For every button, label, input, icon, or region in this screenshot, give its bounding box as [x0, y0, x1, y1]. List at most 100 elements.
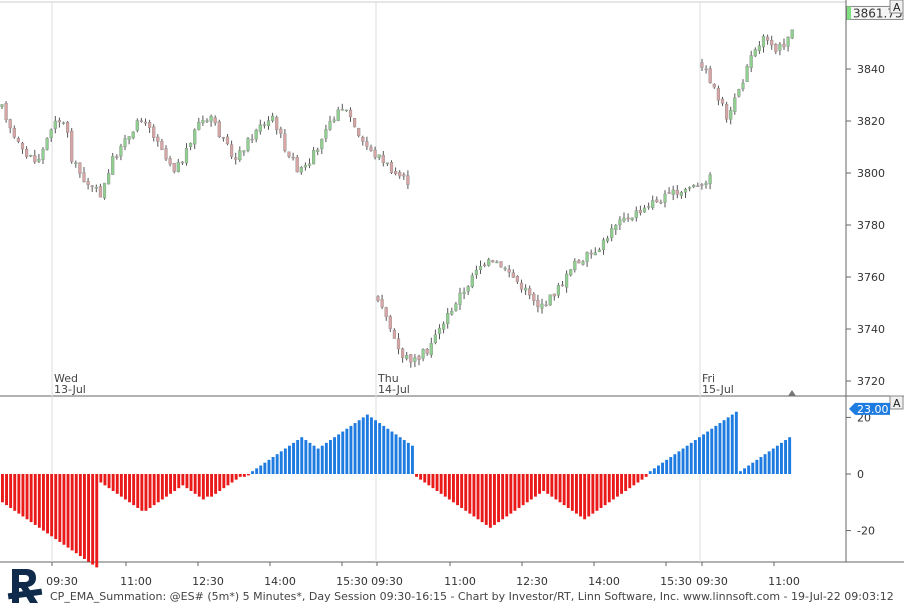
candle-body-82	[336, 109, 340, 121]
candle-body-162	[630, 217, 634, 220]
price-tick-label-5: 3820	[857, 115, 885, 128]
osc-bar-73	[300, 437, 304, 474]
osc-bar-172	[706, 431, 710, 474]
candle-body-147	[569, 269, 573, 276]
osc-bar-45	[185, 474, 189, 489]
osc-bar-98	[402, 440, 406, 474]
osc-bar-175	[718, 423, 722, 474]
osc-bar-109	[447, 474, 451, 500]
osc-bar-171	[702, 434, 705, 474]
osc-bar-132	[542, 474, 546, 491]
osc-bar-54	[222, 474, 226, 489]
osc-bar-22	[91, 474, 95, 565]
candle-body-39	[160, 140, 164, 151]
candle-body-29	[119, 145, 123, 157]
osc-bar-90	[370, 417, 373, 474]
candle-body-59	[242, 150, 246, 153]
candle-body-189	[729, 109, 733, 120]
osc-bar-140	[575, 474, 578, 514]
osc-bar-161	[661, 462, 664, 474]
candle-body-3	[12, 128, 16, 138]
candle-body-142	[548, 294, 552, 306]
osc-bar-146	[599, 474, 603, 508]
osc-bar-100	[411, 445, 414, 474]
candle-body-195	[753, 49, 757, 57]
candle-body-58	[238, 150, 242, 161]
osc-bar-48	[197, 474, 201, 497]
osc-bar-173	[710, 428, 714, 474]
candle-body-200	[774, 43, 778, 52]
candle-body-112	[425, 348, 429, 354]
candle-body-55	[225, 136, 230, 145]
candle-body-187	[720, 98, 725, 104]
candle-body-9	[37, 158, 41, 162]
candle-body-13	[53, 120, 57, 129]
candle-body-45	[184, 148, 189, 164]
candle-body-165	[642, 207, 647, 213]
time-label-10: 09:30	[696, 575, 728, 588]
osc-bar-43	[177, 474, 181, 489]
osc-bar-125	[513, 474, 517, 511]
osc-bar-164	[673, 454, 677, 474]
candle-body-28	[115, 156, 119, 158]
candle-body-49	[201, 120, 205, 124]
osc-bar-137	[562, 474, 566, 506]
candle-body-80	[328, 121, 332, 130]
day-label-2: Fri	[702, 372, 715, 385]
osc-bar-178	[730, 414, 734, 474]
candle-body-86	[353, 118, 357, 128]
candle-body-204	[790, 29, 794, 39]
date-label-0: 13-Jul	[54, 383, 86, 396]
osc-bar-95	[390, 431, 394, 474]
osc-bar-10	[42, 474, 45, 531]
candle-body-12	[49, 129, 53, 138]
osc-bar-15	[62, 474, 66, 545]
price-tick-label-0: 3720	[857, 375, 885, 388]
candle-body-126	[483, 264, 487, 267]
osc-bar-145	[595, 474, 599, 511]
candle-body-94	[385, 162, 389, 165]
osc-bar-123	[505, 474, 509, 517]
candle-body-34	[139, 120, 143, 122]
candle-body-194	[749, 55, 753, 68]
osc-bar-30	[124, 474, 127, 500]
time-label-2: 12:30	[192, 575, 224, 588]
candle-body-77	[316, 149, 320, 152]
osc-bar-91	[374, 420, 377, 474]
candle-body-43	[176, 162, 180, 173]
candle-body-128	[491, 260, 495, 263]
candle-body-0	[0, 104, 4, 107]
candle-body-10	[41, 148, 45, 160]
osc-bar-6	[25, 474, 29, 520]
candle-body-51	[209, 115, 213, 122]
time-label-8: 14:00	[588, 575, 620, 588]
osc-bar-16	[66, 474, 70, 548]
osc-bar-2	[9, 474, 13, 508]
osc-bar-138	[566, 474, 570, 508]
candle-body-127	[487, 259, 491, 266]
osc-bar-131	[538, 474, 541, 494]
osc-bar-165	[677, 451, 681, 474]
osc-bar-93	[382, 425, 386, 474]
osc-bar-188	[771, 448, 775, 474]
candle-body-8	[33, 155, 37, 163]
candle-body-67	[275, 117, 279, 130]
osc-bar-33	[136, 474, 140, 508]
candle-body-190	[733, 97, 737, 112]
price-tick-label-4: 3800	[857, 167, 885, 180]
osc-bar-64	[263, 462, 267, 474]
candle-body-115	[437, 327, 442, 334]
osc-bar-39	[160, 474, 164, 500]
candle-body-132	[507, 269, 511, 273]
candle-body-122	[466, 286, 470, 292]
candle-body-74	[303, 165, 307, 168]
candle-body-23	[94, 187, 98, 189]
osc-bar-186	[763, 454, 767, 474]
osc-bar-42	[173, 474, 177, 491]
osc-tick-label-2: -20	[857, 525, 875, 538]
osc-bar-56	[230, 474, 234, 483]
candle-body-6	[25, 149, 29, 157]
bar-marker-triangle	[788, 390, 796, 396]
osc-bar-60	[247, 474, 250, 476]
osc-bar-11	[46, 474, 49, 534]
